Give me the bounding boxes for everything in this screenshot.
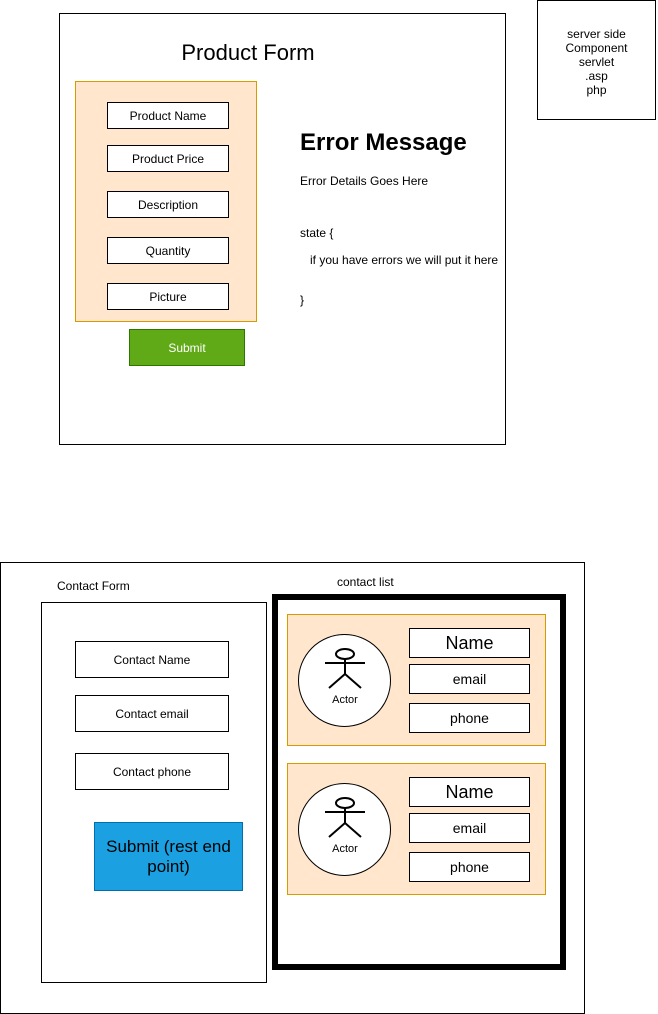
contact-form-label: Contact Form [57,579,130,593]
product-name-field[interactable]: Product Name [107,102,229,129]
actor-label: Actor [332,843,358,855]
error-details-text: Error Details Goes Here [300,174,429,188]
contact-phone-display: phone [409,852,530,882]
server-note-line: .asp [585,69,608,83]
contact-email-display: email [409,813,530,843]
server-side-note: server side Component servlet .asp php [537,0,656,120]
actor-label: Actor [332,694,358,706]
product-form-title: Product Form [181,40,315,65]
actor-icon [325,797,365,838]
contact-email-display: email [409,664,530,694]
contact-name-display: Name [409,628,530,658]
contact-name-field[interactable]: Contact Name [75,641,229,678]
error-message-heading: Error Message [300,129,467,156]
server-note-line: php [586,83,607,97]
state-close-text: } [300,293,305,307]
submit-button[interactable]: Submit [129,329,245,366]
server-note-line: Component [565,41,628,55]
contact-phone-display: phone [409,703,530,733]
server-note-line: server side [567,27,626,41]
contact-phone-field[interactable]: Contact phone [75,753,229,790]
contact-list-label: contact list [337,575,394,589]
state-body-text: if you have errors we will put it here [310,253,499,267]
product-price-field[interactable]: Product Price [107,145,229,172]
submit-rest-button[interactable]: Submit (rest end point) [94,822,243,891]
quantity-field[interactable]: Quantity [107,237,229,264]
picture-field[interactable]: Picture [107,283,229,310]
actor-icon [325,648,365,689]
contact-email-field[interactable]: Contact email [75,695,229,732]
server-note-line: servlet [578,55,615,69]
state-open-text: state { [300,226,334,240]
contact-name-display: Name [409,777,530,807]
description-field[interactable]: Description [107,191,229,218]
